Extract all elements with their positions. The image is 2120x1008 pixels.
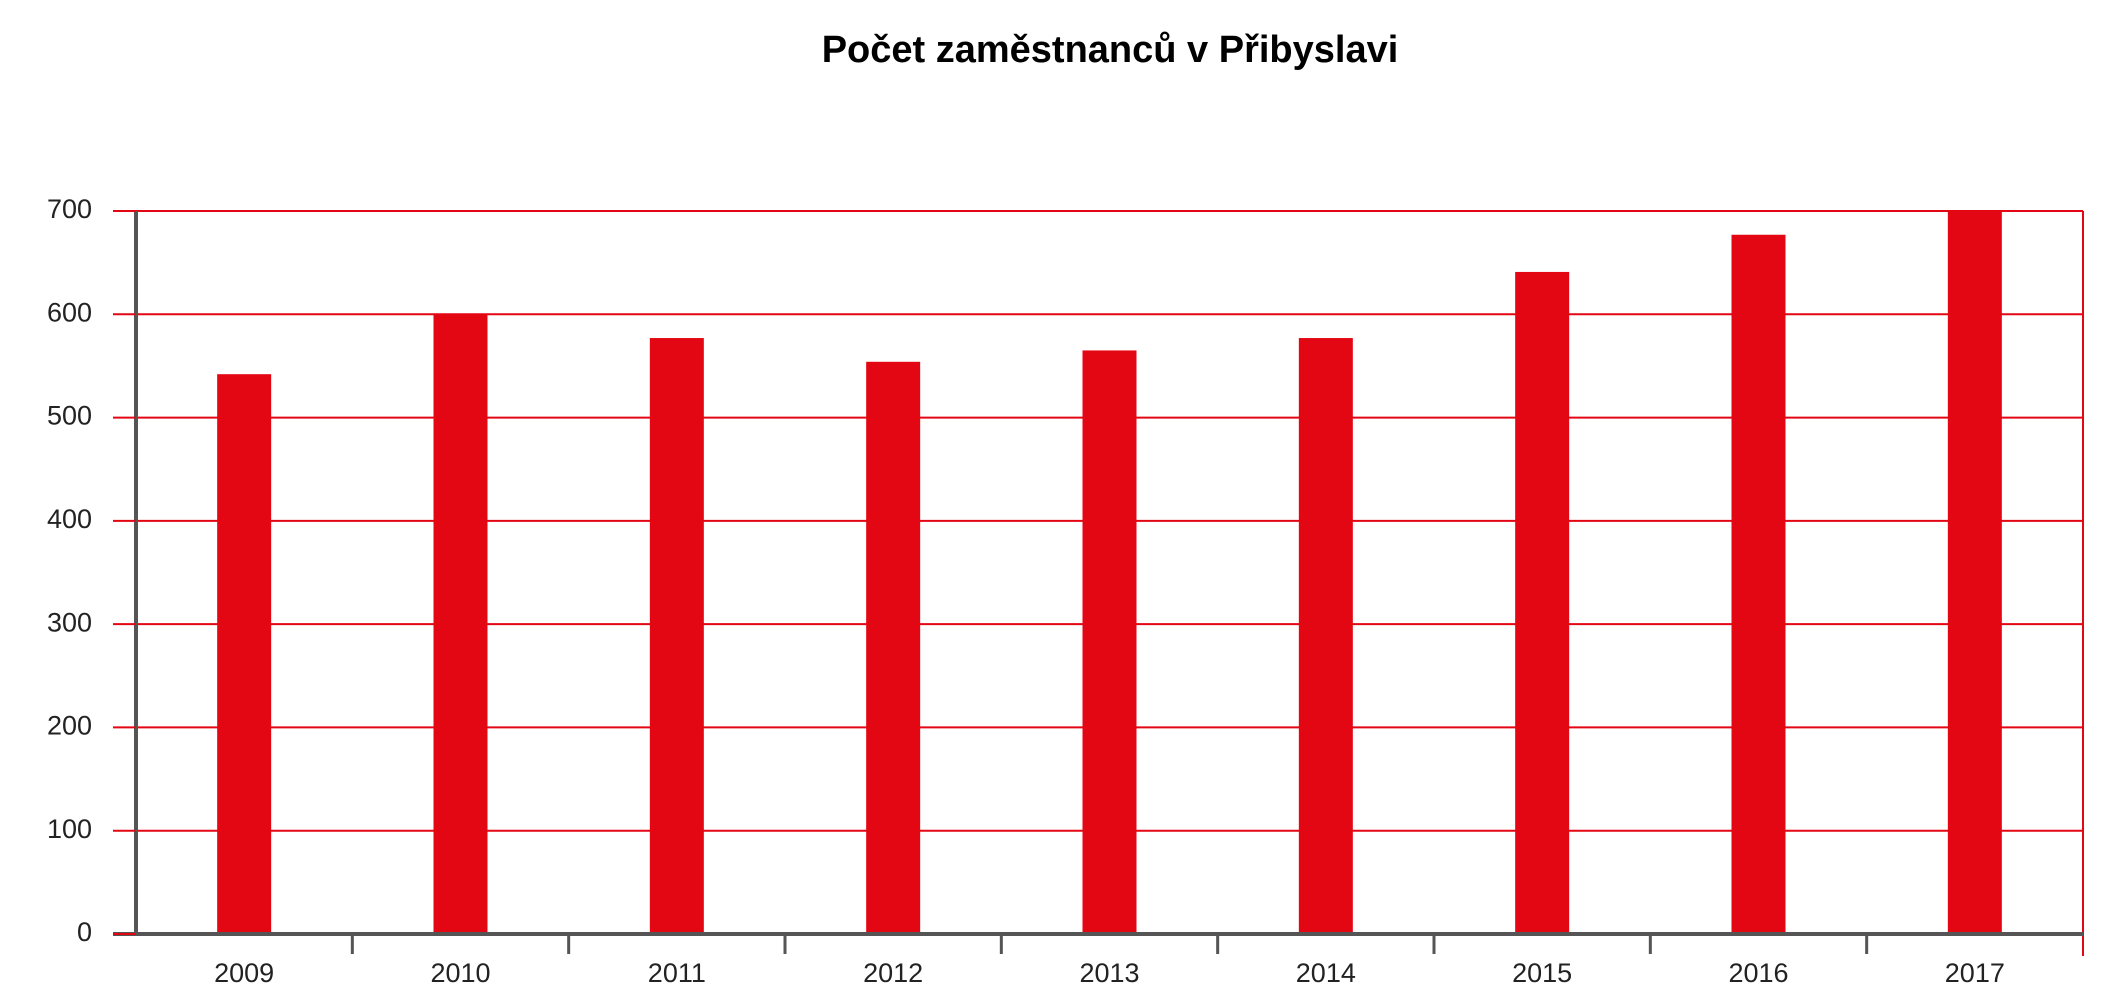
y-tick-label: 0 bbox=[77, 917, 92, 947]
y-tick-label: 600 bbox=[47, 297, 92, 327]
y-tick-label: 300 bbox=[47, 607, 92, 637]
x-tick-label: 2010 bbox=[430, 958, 490, 988]
y-tick-label: 200 bbox=[47, 711, 92, 741]
bar bbox=[649, 338, 704, 934]
bar bbox=[1298, 338, 1353, 934]
y-tick-label: 100 bbox=[47, 814, 92, 844]
chart-title: Počet zaměstnanců v Přibyslavi bbox=[822, 29, 1399, 71]
x-tick-label: 2016 bbox=[1728, 958, 1788, 988]
x-tick-label: 2014 bbox=[1296, 958, 1356, 988]
x-tick-label: 2012 bbox=[863, 958, 923, 988]
x-tick-label: 2013 bbox=[1079, 958, 1139, 988]
y-tick-label: 400 bbox=[47, 504, 92, 534]
bar bbox=[1082, 350, 1137, 935]
x-tick-label: 2015 bbox=[1512, 958, 1572, 988]
x-tick-label: 2009 bbox=[214, 958, 274, 988]
bar bbox=[1947, 211, 2002, 934]
bar bbox=[1731, 234, 1786, 934]
bar bbox=[433, 314, 488, 934]
bar bbox=[866, 361, 921, 935]
y-tick-label: 700 bbox=[47, 194, 92, 224]
y-tick-label: 500 bbox=[47, 401, 92, 431]
bar bbox=[217, 374, 272, 935]
x-tick-label: 2011 bbox=[648, 958, 706, 988]
x-tick-label: 2017 bbox=[1945, 958, 2005, 988]
bar bbox=[1515, 271, 1570, 934]
